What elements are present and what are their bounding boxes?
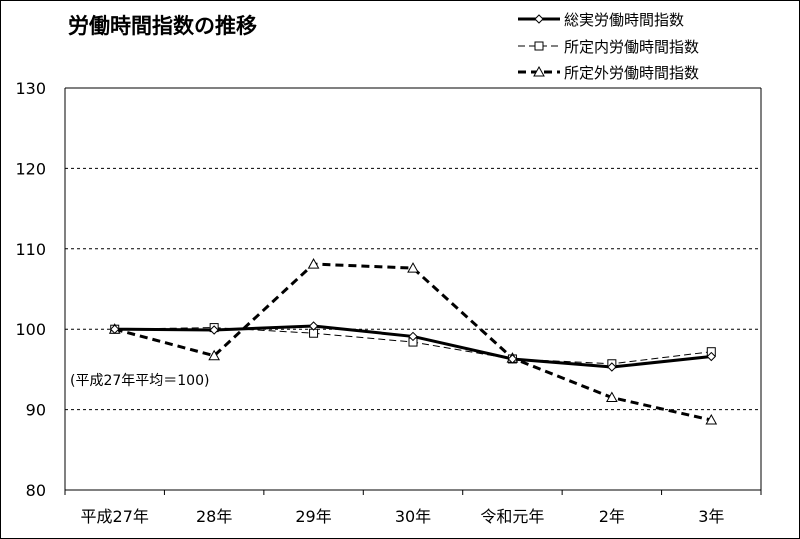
- x-tick-label: 28年: [196, 507, 232, 526]
- x-tick-label: 平成27年: [81, 507, 149, 526]
- y-tick-label: 120: [15, 159, 46, 178]
- series-0-point: [706, 351, 716, 362]
- series-0-point: [408, 331, 418, 342]
- series-0-point: [308, 321, 319, 331]
- legend-marker-1: [534, 41, 544, 51]
- x-axis-ticks: 平成27年 28年 29年 30年 令和元年 2年 3年: [64, 490, 762, 526]
- series-lines: [108, 258, 718, 425]
- series-0-point: [110, 324, 120, 334]
- legend-label: 所定内労働時間指数: [564, 38, 699, 56]
- series-0-point: [507, 354, 518, 364]
- series-2-point: [208, 349, 220, 361]
- y-axis-ticks: 130 120 110 100 90 80: [15, 79, 46, 500]
- y-tick-label: 80: [26, 481, 46, 500]
- legend-marker-0: [534, 14, 544, 24]
- series-2-point: [606, 391, 618, 403]
- series-2-point: [307, 258, 320, 269]
- series-0-point: [607, 362, 617, 372]
- y-tick-label: 110: [15, 240, 46, 259]
- series-2-point: [407, 262, 419, 273]
- axes: [64, 88, 762, 491]
- legend-label: 総実労働時間指数: [564, 11, 684, 29]
- y-tick-label: 90: [26, 401, 46, 420]
- legend-marker-2: [533, 65, 545, 77]
- chart-annotation: (平成27年平均＝100): [70, 373, 209, 389]
- series-2-point: [705, 414, 718, 425]
- y-tick-label: 100: [15, 320, 46, 339]
- x-tick-label: 令和元年: [480, 507, 544, 526]
- y-tick-label: 130: [15, 79, 46, 98]
- x-tick-label: 3年: [698, 507, 724, 526]
- series-0-point: [209, 325, 219, 335]
- x-tick-label: 29年: [295, 507, 331, 526]
- x-tick-label: 2年: [599, 507, 625, 526]
- chart-title: 労働時間指数の推移: [68, 14, 257, 38]
- x-tick-label: 30年: [395, 507, 431, 526]
- legend-label: 所定外労働時間指数: [564, 64, 699, 82]
